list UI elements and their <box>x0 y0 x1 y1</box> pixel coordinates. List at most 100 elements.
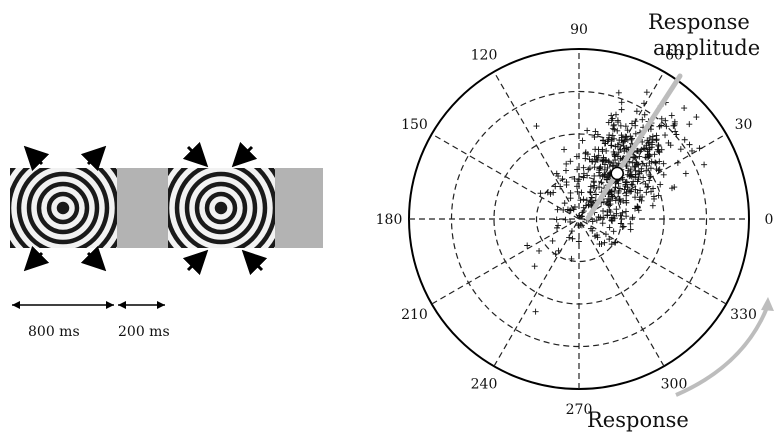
response-point <box>614 141 621 148</box>
grating-ring <box>204 191 238 225</box>
response-point <box>613 210 620 217</box>
response-point <box>656 158 663 165</box>
response-point <box>615 189 622 196</box>
response-point <box>598 179 605 186</box>
response-point <box>611 215 618 222</box>
response-point <box>652 159 659 166</box>
response-point <box>592 233 599 240</box>
concentric-grating-2 <box>168 168 275 248</box>
arrow-icon <box>80 145 107 172</box>
response-point <box>623 213 630 220</box>
response-point <box>608 241 615 248</box>
response-point <box>578 213 585 220</box>
response-point <box>602 231 609 238</box>
response-point <box>595 169 602 176</box>
response-point <box>632 186 639 193</box>
response-point <box>662 117 669 124</box>
response-point <box>587 189 594 196</box>
arrow-icon <box>23 145 50 172</box>
response-point <box>592 191 599 198</box>
response-point <box>566 234 573 241</box>
phase-arrow <box>675 304 770 397</box>
response-point <box>646 171 653 178</box>
angle-label: 120 <box>471 47 498 63</box>
response-point <box>601 239 608 246</box>
response-point <box>589 199 596 206</box>
response-point <box>693 114 700 121</box>
response-point <box>604 212 611 219</box>
response-point <box>612 184 619 191</box>
response-point <box>615 89 622 96</box>
response-point <box>617 155 624 162</box>
response-point <box>643 142 650 149</box>
response-point <box>648 188 655 195</box>
response-point <box>672 128 679 135</box>
response-point <box>642 180 649 187</box>
response-point <box>629 214 636 221</box>
response-point <box>618 106 625 113</box>
polar-plot: 0 30 60 90 120 150 180 210 240 270 300 330 Response… <box>376 10 774 432</box>
response-point <box>576 212 583 219</box>
response-point <box>553 170 560 177</box>
response-point <box>612 197 619 204</box>
response-point <box>606 236 613 243</box>
response-point <box>667 142 674 149</box>
response-point <box>616 196 623 203</box>
response-point <box>589 218 596 225</box>
response-point <box>600 137 607 144</box>
response-point <box>643 89 650 96</box>
response-point <box>638 197 645 204</box>
response-point <box>591 153 598 160</box>
response-point <box>662 132 669 139</box>
response-point <box>603 176 610 183</box>
response-point <box>563 160 570 167</box>
response-point <box>646 177 653 184</box>
response-point <box>649 202 656 209</box>
grid-spoke <box>431 133 727 305</box>
grating-ring <box>56 201 70 215</box>
response-point <box>608 142 615 149</box>
response-point <box>648 158 655 165</box>
duration-label-200: 200 ms <box>118 324 170 340</box>
phase-label: Response <box>587 408 689 432</box>
response-point <box>681 105 688 112</box>
response-point <box>596 165 603 172</box>
response-point <box>580 174 587 181</box>
response-point <box>655 167 662 174</box>
response-point <box>608 112 615 119</box>
response-point <box>592 128 599 135</box>
response-point <box>594 131 601 138</box>
response-point <box>619 134 626 141</box>
response-point <box>641 111 648 118</box>
response-point <box>657 181 664 188</box>
response-point <box>637 187 644 194</box>
grating-ring <box>194 181 248 235</box>
amplitude-pointer <box>585 73 683 221</box>
response-point <box>583 197 590 204</box>
response-point <box>578 189 585 196</box>
arrow-icon <box>231 141 258 168</box>
angle-label: 270 <box>566 402 593 418</box>
response-point <box>608 217 615 224</box>
response-point <box>609 132 616 139</box>
response-point <box>623 190 630 197</box>
response-point <box>671 122 678 129</box>
response-point <box>696 145 703 152</box>
angle-label: 60 <box>665 47 683 63</box>
response-point <box>620 197 627 204</box>
response-point <box>605 158 612 165</box>
response-point <box>686 141 693 148</box>
response-point <box>609 218 616 225</box>
response-point <box>660 160 667 167</box>
response-point <box>591 134 598 141</box>
response-point <box>628 120 635 127</box>
response-point <box>643 189 650 196</box>
arrow-icon <box>241 249 268 276</box>
response-point <box>567 189 574 196</box>
response-point <box>531 263 538 270</box>
response-point <box>648 139 655 146</box>
response-point <box>616 185 623 192</box>
amplitude-label-line1: Response <box>648 10 750 34</box>
response-point <box>562 167 569 174</box>
arrow-icon <box>182 141 209 168</box>
